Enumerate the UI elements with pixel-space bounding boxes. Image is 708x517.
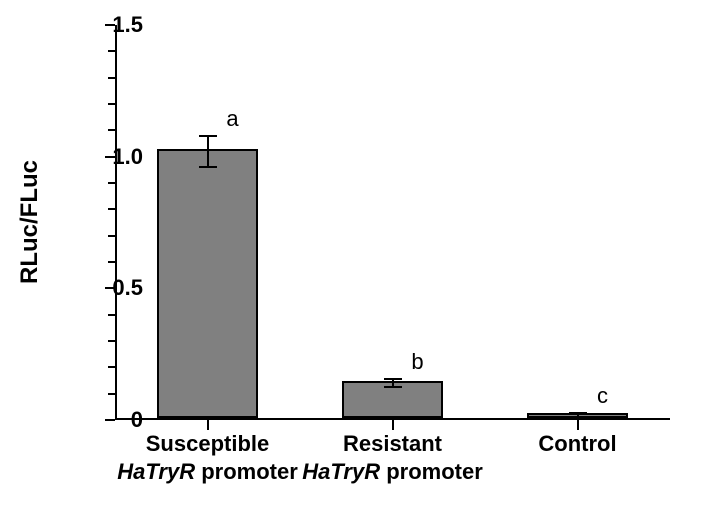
x-tick-label-italic: HaTryR (117, 459, 195, 484)
x-tick-label: ResistantHaTryR promoter (302, 430, 483, 485)
y-axis-title: RLuc/FLuc (16, 160, 44, 284)
y-minor-tick (108, 340, 115, 342)
y-minor-tick (108, 103, 115, 105)
y-tick-label: 0.5 (112, 275, 143, 301)
y-axis (115, 25, 117, 420)
significance-letter: b (411, 349, 423, 375)
y-minor-tick (108, 50, 115, 52)
bar-chart: abc00.51.01.5RLuc/FLucSusceptibleHaTryR … (0, 0, 708, 517)
x-tick-label-line1: Control (538, 430, 616, 458)
y-minor-tick (108, 235, 115, 237)
y-minor-tick (108, 366, 115, 368)
x-tick-label-rest: promoter (195, 459, 298, 484)
significance-letter: a (226, 106, 238, 132)
error-bar (207, 136, 209, 168)
y-minor-tick (108, 182, 115, 184)
error-bar-cap (569, 412, 587, 414)
y-minor-tick (108, 314, 115, 316)
y-minor-tick (108, 77, 115, 79)
y-minor-tick (108, 393, 115, 395)
error-bar-cap (199, 166, 217, 168)
x-tick-label-line2: HaTryR promoter (117, 458, 298, 486)
x-tick-label: SusceptibleHaTryR promoter (117, 430, 298, 485)
error-bar-cap (199, 135, 217, 137)
x-tick-label-rest: promoter (380, 459, 483, 484)
plot-area: a b c (115, 25, 670, 420)
error-bar-cap (384, 378, 402, 380)
bar (157, 149, 259, 418)
x-tick-label-italic: HaTryR (302, 459, 380, 484)
x-tick-label: Control (538, 430, 616, 458)
significance-letter: c (597, 383, 608, 409)
error-bar-cap (384, 386, 402, 388)
x-tick (392, 420, 394, 430)
y-tick-label: 1.0 (112, 144, 143, 170)
x-tick-label-line1: Resistant (302, 430, 483, 458)
x-tick (207, 420, 209, 430)
x-tick-label-line2: HaTryR promoter (302, 458, 483, 486)
y-tick-label: 1.5 (112, 12, 143, 38)
y-tick (105, 419, 115, 421)
x-tick (577, 420, 579, 430)
y-minor-tick (108, 261, 115, 263)
error-bar-cap (569, 416, 587, 418)
y-minor-tick (108, 129, 115, 131)
x-tick-label-line1: Susceptible (117, 430, 298, 458)
y-minor-tick (108, 208, 115, 210)
